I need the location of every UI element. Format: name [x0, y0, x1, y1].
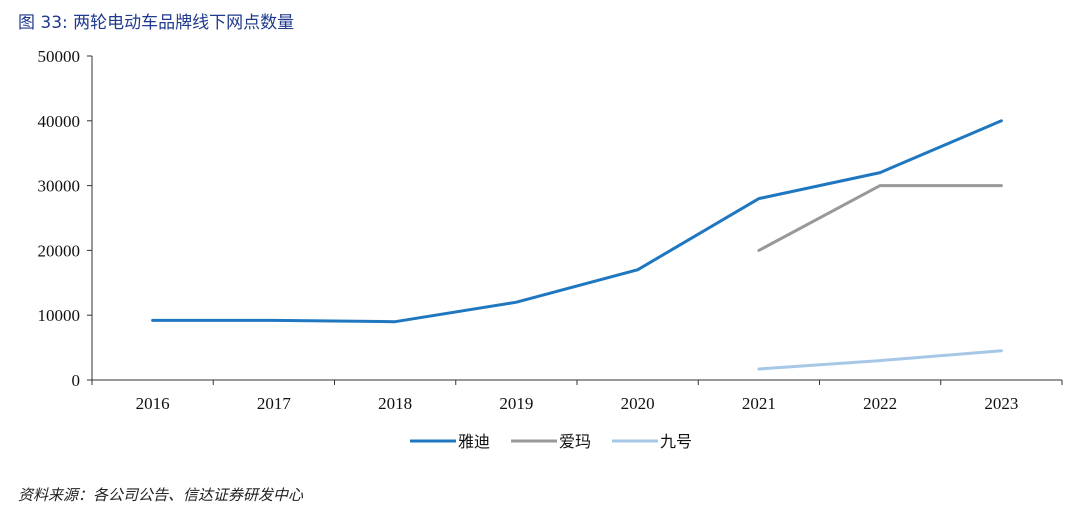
series-lines — [151, 119, 1003, 371]
x-tick-label: 2017 — [257, 394, 292, 413]
axes: 0 10000 20000 30000 40000 50000 2016 2017 2018 20… — [38, 47, 1063, 413]
y-tick-label: 40000 — [38, 112, 81, 131]
x-tick-label: 2019 — [499, 394, 533, 413]
y-tick-label: 20000 — [38, 241, 81, 260]
x-tick-label: 2021 — [742, 394, 776, 413]
y-tick-label: 10000 — [38, 306, 81, 325]
series-line-1 — [757, 184, 1003, 252]
x-tick-label: 2020 — [621, 394, 655, 413]
y-tick-label: 50000 — [38, 47, 81, 66]
y-tick-label: 30000 — [38, 177, 81, 196]
legend-label-2: 九号 — [660, 432, 692, 451]
x-tick-label: 2023 — [984, 394, 1018, 413]
series-line-2 — [757, 349, 1003, 371]
series-line-0 — [151, 119, 1003, 324]
figure-title: 图 33: 两轮电动车品牌线下网点数量 — [18, 13, 295, 33]
x-tick-label: 2018 — [378, 394, 412, 413]
legend-label-0: 雅迪 — [458, 432, 490, 451]
x-tick-label: 2016 — [136, 394, 170, 413]
legend: 雅迪 爱玛 九号 — [410, 432, 692, 451]
legend-label-1: 爱玛 — [559, 432, 591, 451]
y-tick-label: 0 — [72, 371, 81, 390]
x-tick-label: 2022 — [863, 394, 897, 413]
source-note: 资料来源：各公司公告、信达证券研发中心 — [18, 486, 304, 504]
